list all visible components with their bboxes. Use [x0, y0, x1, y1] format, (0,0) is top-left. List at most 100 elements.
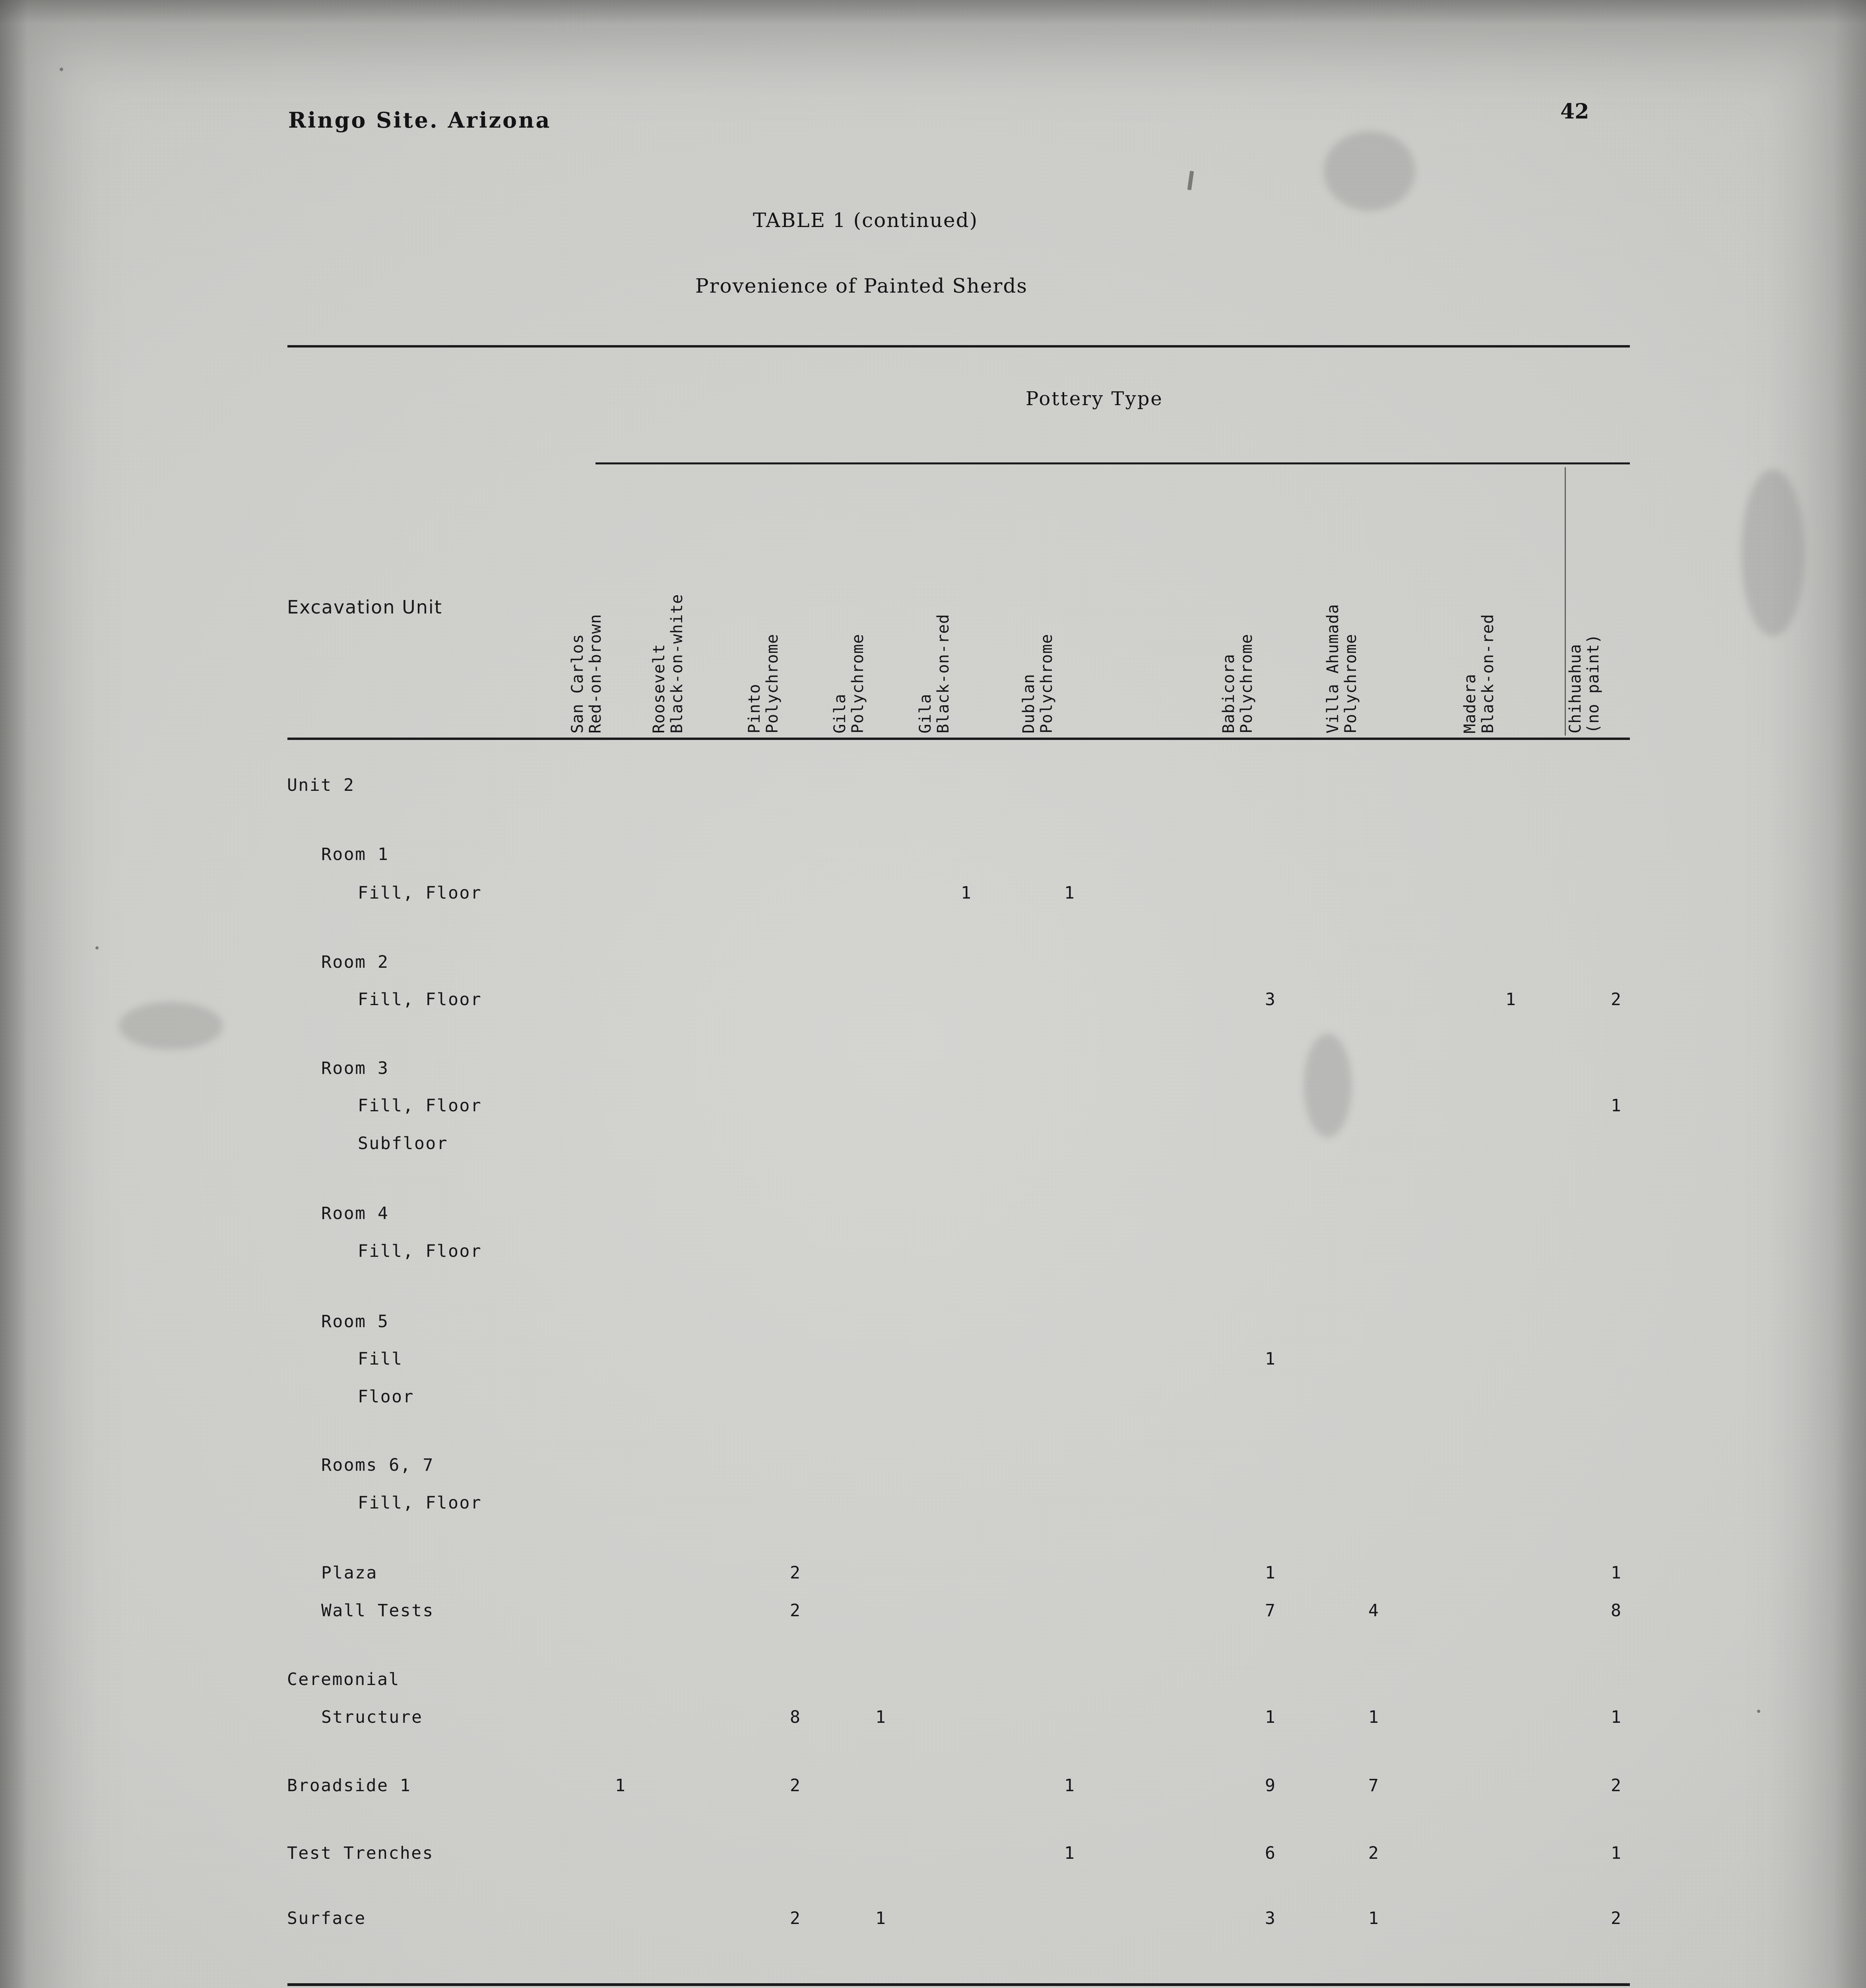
- column-separator: [1565, 467, 1566, 736]
- table-cell: 1: [1368, 1908, 1379, 1928]
- table-cell: 1: [875, 1707, 886, 1727]
- row-label: Fill, Floor: [358, 1096, 482, 1116]
- column-header-8: Villa Ahumada Polychrome: [1324, 467, 1407, 734]
- table-cell: 2: [1611, 1776, 1621, 1796]
- column-header-line1: Babicora: [1220, 654, 1238, 734]
- column-header-text: Gila Black-on-red: [916, 614, 953, 734]
- table-cell: 2: [1611, 990, 1621, 1010]
- table-cell: 2: [1368, 1843, 1379, 1863]
- table-cell: 7: [1368, 1776, 1379, 1796]
- table-cell: 1: [1505, 990, 1516, 1010]
- column-header-4: Gila Polychrome: [831, 467, 914, 734]
- table-cell: 1: [1064, 883, 1075, 903]
- table-cell: 1: [1611, 1707, 1621, 1727]
- row-label: Ceremonial: [287, 1670, 400, 1690]
- column-header-line2: Polychrome: [1038, 634, 1056, 734]
- column-header-line2: Black-on-white: [668, 594, 687, 734]
- column-header-text: Chihuahua (no paint): [1566, 634, 1602, 734]
- table-cell: 1: [1368, 1707, 1379, 1727]
- table-cell: 2: [790, 1563, 800, 1583]
- page-number: 42: [1560, 99, 1589, 124]
- row-label: Structure: [321, 1707, 423, 1727]
- row-label: Test Trenches: [287, 1843, 434, 1863]
- row-label: Floor: [358, 1386, 414, 1407]
- column-header-text: Madera Black-on-red: [1461, 614, 1497, 734]
- column-header-3: Pinto Polychrome: [745, 467, 829, 734]
- row-label: Fill, Floor: [358, 1241, 482, 1261]
- table-cell: 1: [961, 883, 971, 903]
- table-cell: 1: [1265, 1349, 1275, 1369]
- column-header-9: Madera Black-on-red: [1461, 467, 1544, 734]
- excavation-unit-stub-header: Excavation Unit: [287, 596, 442, 618]
- table-cell: 1: [615, 1776, 625, 1796]
- table-cell: 6: [1265, 1843, 1275, 1863]
- table-cell: 7: [1265, 1600, 1275, 1621]
- pottery-type-group-header: Pottery Type: [1026, 388, 1163, 410]
- pottery-type-rule: [595, 462, 1630, 464]
- table-cell: 1: [1611, 1843, 1621, 1863]
- column-header-text: Roosevelt Black-on-white: [650, 594, 687, 734]
- column-header-2: Roosevelt Black-on-white: [650, 467, 733, 734]
- column-header-line2: Polychrome: [1342, 634, 1360, 734]
- table-caption: TABLE 1 (continued): [753, 209, 978, 232]
- row-label: Fill, Floor: [358, 1493, 482, 1513]
- column-header-line2: Polychrome: [763, 634, 782, 734]
- table-cell: 2: [790, 1600, 800, 1621]
- column-header-line1: Dublan: [1020, 674, 1038, 734]
- table-cell: 2: [1611, 1908, 1621, 1928]
- column-header-text: Dublan Polychrome: [1020, 634, 1056, 734]
- table-cell: 4: [1368, 1600, 1379, 1621]
- table-cell: 1: [1265, 1563, 1275, 1583]
- row-label: Room 5: [321, 1311, 389, 1332]
- row-label: Unit 2: [287, 775, 355, 795]
- column-header-5: Gila Black-on-red: [916, 467, 1000, 734]
- column-header-line2: Polychrome: [1238, 634, 1256, 734]
- column-header-line1: Chihuahua: [1566, 644, 1585, 734]
- column-header-text: Pinto Polychrome: [745, 634, 782, 734]
- table-cell: 8: [790, 1707, 800, 1727]
- table-cell: 2: [790, 1908, 800, 1928]
- table-cell: 3: [1265, 990, 1275, 1010]
- table-cell: 1: [1265, 1707, 1275, 1727]
- row-label: Room 3: [321, 1058, 389, 1078]
- row-label: Plaza: [321, 1563, 378, 1583]
- column-header-line1: Gila: [916, 693, 935, 734]
- table-cell: 1: [1611, 1096, 1621, 1116]
- row-label: Surface: [287, 1908, 366, 1928]
- table-top-rule: [287, 345, 1630, 348]
- table-subcaption: Provenience of Painted Sherds: [695, 274, 1028, 297]
- running-head: Ringo Site. Arizona: [288, 107, 551, 133]
- column-header-line1: Gila: [831, 693, 850, 734]
- column-header-line1: Villa Ahumada: [1324, 604, 1342, 734]
- row-label: Fill, Floor: [358, 883, 482, 903]
- column-header-line1: San Carlos: [568, 634, 587, 734]
- row-label: Room 1: [321, 844, 389, 864]
- table-cell: 1: [1064, 1776, 1075, 1796]
- table-cell: 3: [1265, 1908, 1275, 1928]
- table-cell: 2: [790, 1776, 800, 1796]
- table-bottom-rule: [287, 1983, 1630, 1986]
- header-bottom-rule: [287, 738, 1630, 740]
- row-label: Wall Tests: [321, 1600, 434, 1621]
- row-label: Rooms 6, 7: [321, 1455, 434, 1475]
- column-header-text: Gila Polychrome: [831, 634, 867, 734]
- column-header-10: Chihuahua (no paint): [1566, 467, 1650, 734]
- column-header-1: San Carlos Red-on-brown: [568, 467, 652, 734]
- column-header-line2: Polychrome: [849, 634, 867, 734]
- row-label: Fill, Floor: [358, 990, 482, 1010]
- column-header-line1: Pinto: [745, 683, 764, 734]
- column-header-line1: Roosevelt: [650, 644, 669, 734]
- table-cell: 8: [1611, 1600, 1621, 1621]
- row-label: Fill: [358, 1349, 403, 1369]
- column-header-6: Dublan Polychrome: [1020, 467, 1103, 734]
- column-header-7: Babicora Polychrome: [1220, 467, 1303, 734]
- column-header-line2: Black-on-red: [1479, 614, 1497, 734]
- column-header-text: San Carlos Red-on-brown: [568, 614, 605, 734]
- column-header-text: Babicora Polychrome: [1220, 634, 1256, 734]
- table-cell: 1: [1064, 1843, 1075, 1863]
- row-label: Room 2: [321, 952, 389, 972]
- column-header-line2: Black-on-red: [934, 614, 953, 734]
- table-cell: 1: [875, 1908, 886, 1928]
- table-cell: 1: [1611, 1563, 1621, 1583]
